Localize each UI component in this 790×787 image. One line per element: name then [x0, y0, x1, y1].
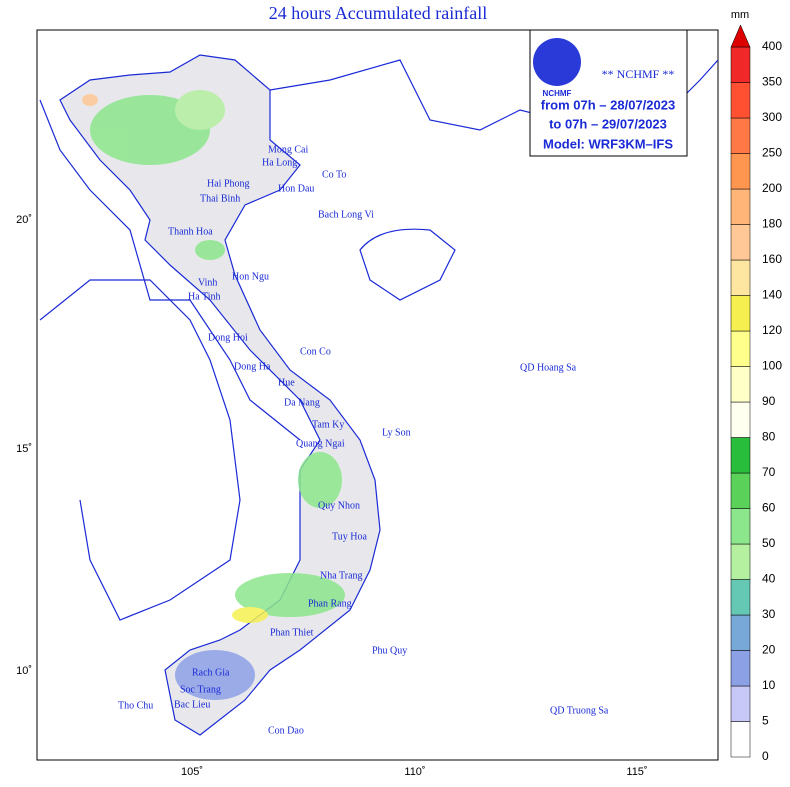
lat-label: 15˚	[16, 443, 32, 455]
colorbar-label: 90	[762, 394, 776, 408]
rain-patches	[82, 90, 345, 700]
colorbar-label: 160	[762, 252, 782, 266]
lat-label: 20˚	[16, 214, 32, 226]
colorbar-cell	[730, 224, 751, 261]
place: Bach Long Vi	[318, 209, 374, 220]
place: Hue	[278, 377, 295, 388]
colorbar-label: 10	[762, 678, 776, 692]
colorbar-cell	[730, 117, 751, 154]
agency: ** NCHMF **	[602, 67, 675, 81]
colorbar-cell	[730, 188, 751, 225]
colorbar-label: 400	[762, 39, 782, 53]
colorbar-label: 20	[762, 643, 776, 657]
colorbar-label: 80	[762, 430, 776, 444]
colorbar: 0 5 10 20 30 40 50 60 70 80 90 100 120 140 160 180 200 25…	[730, 24, 782, 763]
colorbar-cell	[730, 401, 751, 438]
place: Rach Gia	[192, 667, 230, 678]
place: Tuy Hoa	[332, 531, 367, 542]
map-title: 24 hours Accumulated rainfall	[269, 3, 487, 23]
info-box: NCHMF ** NCHMF ** from 07h – 28/07/2023 …	[529, 29, 688, 157]
colorbar-label: 30	[762, 607, 776, 621]
place: Dong Hoi	[208, 332, 248, 343]
place: Thai Binh	[200, 193, 240, 204]
period-to: to 07h – 29/07/2023	[549, 116, 667, 131]
lon-labels: 105˚ 110˚ 115˚	[181, 766, 648, 778]
place: Dong Ha	[234, 361, 271, 372]
place: Con Co	[300, 346, 331, 357]
colorbar-label: 250	[762, 146, 782, 160]
place: Thanh Hoa	[168, 226, 213, 237]
colorbar-cell	[730, 153, 751, 190]
place: Ly Son	[382, 427, 411, 438]
model: Model: WRF3KM–IFS	[543, 136, 673, 151]
place: Phan Rang	[308, 598, 352, 609]
period-from: from 07h – 28/07/2023	[541, 97, 675, 112]
place-labels: Mong Cai Ha Long Co To Hai Phong Hon Dau…	[118, 144, 609, 736]
place: Phu Quy	[372, 645, 407, 656]
colorbar-label: 200	[762, 181, 782, 195]
colorbar-cell	[730, 82, 751, 119]
place: Hon Dau	[278, 183, 314, 194]
lon-label: 115˚	[626, 766, 647, 778]
place: Tho Chu	[118, 700, 153, 711]
place: Bac Lieu	[174, 699, 210, 710]
colorbar-cell	[730, 543, 751, 580]
place: Mong Cai	[268, 144, 309, 155]
colorbar-cell	[730, 614, 751, 651]
colorbar-cell	[730, 330, 751, 367]
colorbar-cell	[730, 721, 751, 758]
colorbar-label: 70	[762, 465, 776, 479]
colorbar-label: 50	[762, 536, 776, 550]
lat-label: 10˚	[16, 665, 32, 677]
place: Hon Ngu	[232, 271, 269, 282]
place: QD Truong Sa	[550, 705, 609, 716]
logo-text: NCHMF	[543, 89, 572, 98]
colorbar-cell	[730, 259, 751, 296]
lon-label: 105˚	[181, 766, 203, 778]
colorbar-label: 180	[762, 217, 782, 231]
place: Ha Long	[262, 157, 297, 168]
place: Quang Ngai	[296, 438, 345, 449]
place: Soc Trang	[180, 684, 221, 695]
colorbar-label: 5	[762, 714, 769, 728]
colorbar-cell	[730, 472, 751, 509]
place: Con Dao	[268, 725, 304, 736]
colorbar-label: 140	[762, 288, 782, 302]
colorbar-cell	[730, 685, 751, 722]
place: Ha Tinh	[188, 291, 221, 302]
colorbar-label: 60	[762, 501, 776, 515]
colorbar-cell	[730, 579, 751, 616]
logo	[533, 38, 581, 86]
colorbar-label: 40	[762, 572, 776, 586]
lon-label: 110˚	[404, 766, 425, 778]
place: Co To	[322, 169, 346, 180]
colorbar-label: 100	[762, 359, 782, 373]
colorbar-label: 0	[762, 749, 769, 763]
colorbar-label: 350	[762, 75, 782, 89]
colorbar-arrow	[730, 24, 751, 48]
colorbar-cell	[730, 295, 751, 332]
colorbar-cell	[730, 650, 751, 687]
place: Da Nang	[284, 397, 320, 408]
colorbar-cell	[730, 437, 751, 474]
place: Tam Ky	[312, 419, 344, 430]
place: Hai Phong	[207, 178, 250, 189]
colorbar-cell	[730, 508, 751, 545]
colorbar-unit: mm	[731, 9, 749, 21]
place: Quy Nhon	[318, 500, 360, 511]
place: Vinh	[198, 277, 217, 288]
colorbar-label: 300	[762, 110, 782, 124]
colorbar-cell	[730, 46, 751, 83]
place: QD Hoang Sa	[520, 362, 577, 373]
colorbar-cell	[730, 366, 751, 403]
place: Nha Trang	[320, 570, 363, 581]
lat-labels: 20˚ 15˚ 10˚	[16, 214, 32, 677]
colorbar-label: 120	[762, 323, 782, 337]
place: Phan Thiet	[270, 627, 314, 638]
